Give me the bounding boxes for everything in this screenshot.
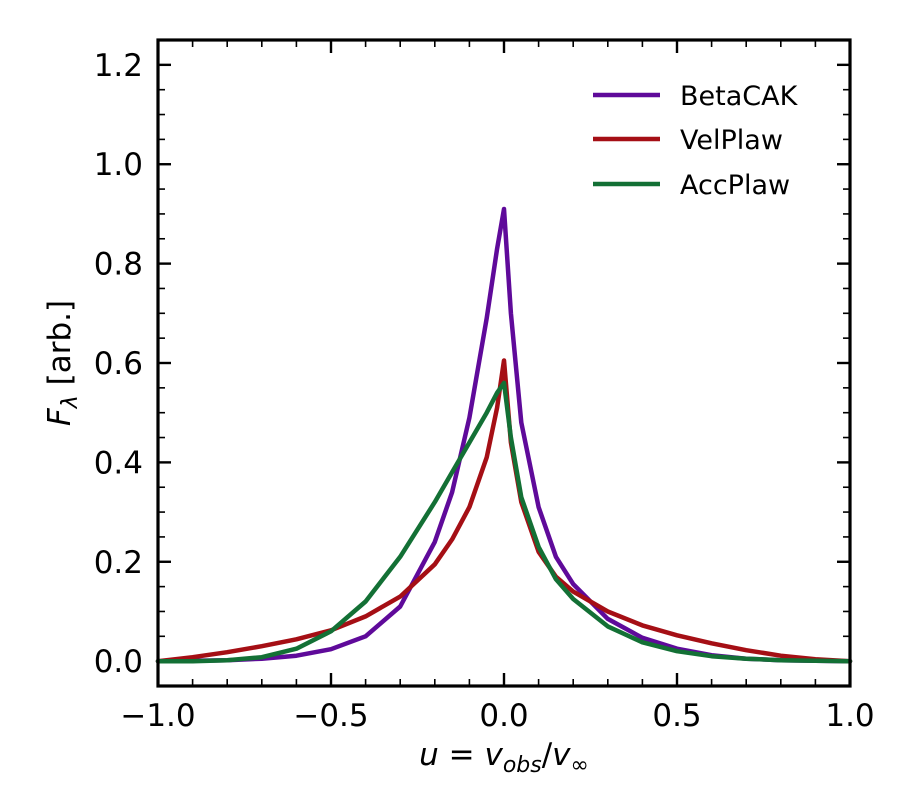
- x-tick-label: −0.5: [293, 698, 368, 734]
- plot-frame: [156, 38, 852, 688]
- x-tick-label: −1.0: [120, 698, 195, 734]
- x-axis-label: u = vobs/v∞: [419, 737, 589, 778]
- legend-label-accplaw: AccPlaw: [680, 170, 790, 201]
- x-tick-label: 0.0: [479, 698, 528, 734]
- y-axis-label: Fλ [arb.]: [42, 300, 83, 426]
- legend-label-betacak: BetaCAK: [680, 81, 799, 112]
- legend-label-velplaw: VelPlaw: [680, 125, 783, 156]
- y-tick-label: 0.8: [94, 247, 143, 283]
- legend: BetaCAK VelPlaw AccPlaw: [593, 81, 799, 201]
- y-tick-label: 1.2: [94, 48, 143, 84]
- series-layer: [155, 206, 853, 664]
- series-line-accplaw: [155, 380, 853, 664]
- y-tick-label: 0.2: [94, 545, 143, 581]
- y-tick-label: 0.6: [94, 346, 143, 382]
- y-tick-label: 1.0: [94, 147, 143, 183]
- y-tick-label: 0.0: [94, 644, 143, 680]
- tick-labels: −1.0 −0.5 0.0 0.5 1.0 0.0 0.2 0.4 0.6 0.8 1.0 1.2: [94, 48, 875, 734]
- x-tick-label: 0.5: [652, 698, 701, 734]
- x-tick-label: 1.0: [825, 698, 874, 734]
- series-line-velplaw: [155, 358, 853, 664]
- y-tick-label: 0.4: [94, 445, 143, 481]
- series-line-betacak: [155, 206, 853, 664]
